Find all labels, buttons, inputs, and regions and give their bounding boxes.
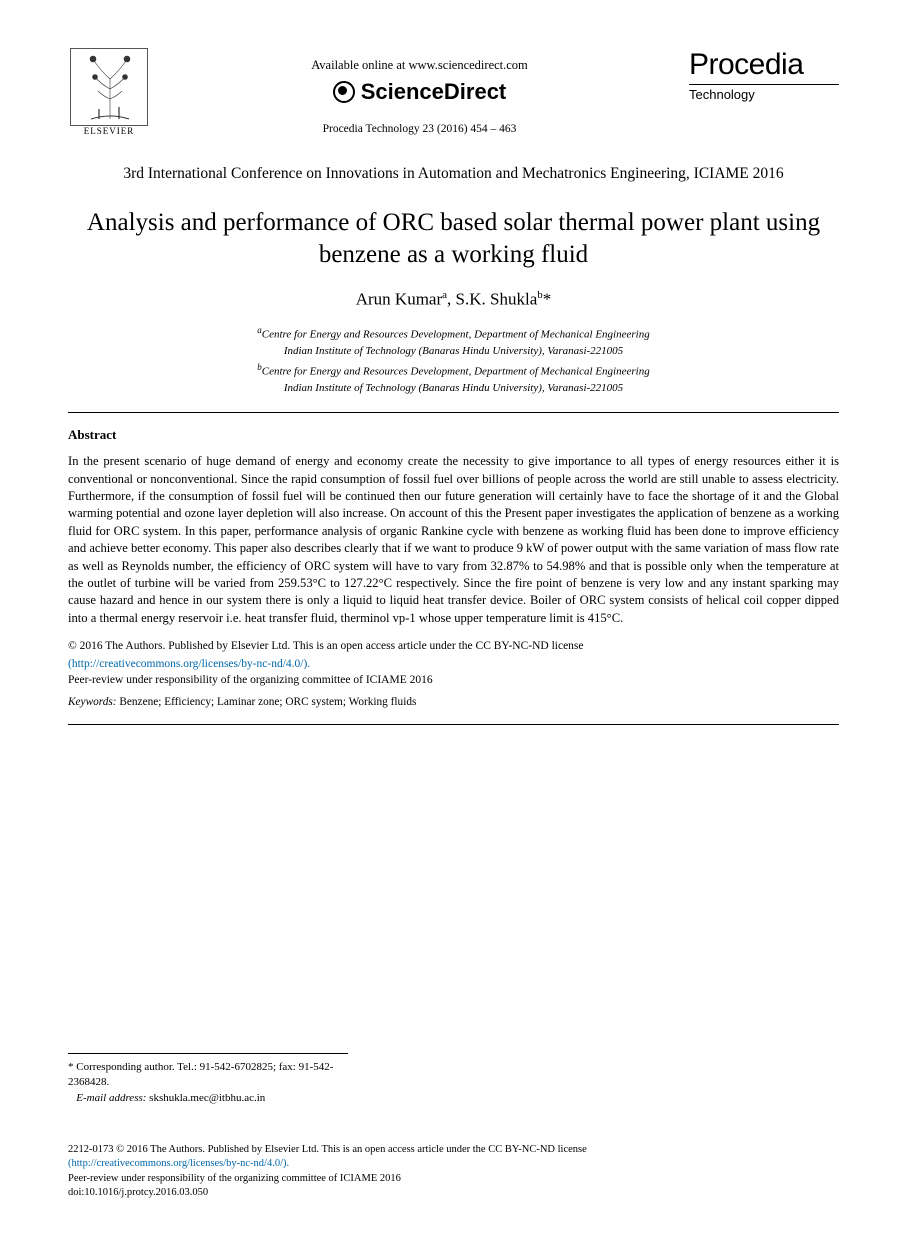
cc-link-line: (http://creativecommons.org/licenses/by-… (68, 657, 839, 673)
abstract-heading: Abstract (68, 427, 839, 443)
procedia-logo: Procedia Technology (689, 48, 839, 102)
abstract-body: In the present scenario of huge demand o… (68, 453, 839, 627)
corresponding-email: E-mail address: skshukla.mec@itbhu.ac.in (68, 1091, 348, 1106)
peer-review-line: Peer-review under responsibility of the … (68, 674, 839, 686)
sciencedirect-logo: ScienceDirect (150, 79, 689, 105)
email-value: skshukla.mec@itbhu.ac.in (146, 1092, 265, 1104)
sciencedirect-icon (333, 81, 355, 103)
keywords-label: Keywords: (68, 696, 117, 708)
rule-bottom (68, 724, 839, 725)
elsevier-tree-icon (70, 48, 148, 126)
procedia-main: Procedia (689, 48, 839, 85)
affiliation-b: bCentre for Energy and Resources Develop… (68, 361, 839, 380)
corresponding-line1: * Corresponding author. Tel.: 91-542-670… (68, 1060, 348, 1091)
corresponding-author-block: * Corresponding author. Tel.: 91-542-670… (68, 1053, 348, 1106)
footer-line1: 2212-0173 © 2016 The Authors. Published … (68, 1143, 839, 1157)
sciencedirect-text: ScienceDirect (361, 79, 507, 105)
available-online-line: Available online at www.sciencedirect.co… (150, 58, 689, 73)
center-header: Available online at www.sciencedirect.co… (150, 48, 689, 135)
copyright-line1: © 2016 The Authors. Published by Elsevie… (68, 639, 839, 655)
rule-top (68, 412, 839, 413)
email-label: E-mail address: (76, 1092, 146, 1104)
affiliation-a: aCentre for Energy and Resources Develop… (68, 324, 839, 343)
elsevier-label: ELSEVIER (84, 126, 135, 136)
procedia-sub: Technology (689, 87, 839, 102)
citation-line: Procedia Technology 23 (2016) 454 – 463 (150, 123, 689, 135)
author-1-name: Arun Kumar (356, 290, 442, 309)
elsevier-logo: ELSEVIER (68, 48, 150, 136)
author-sep: , (447, 290, 456, 309)
author-2-name: S.K. Shukla (456, 290, 538, 309)
keywords-line: Keywords: Benzene; Efficiency; Laminar z… (68, 696, 839, 708)
affil-a-line1: Centre for Energy and Resources Developm… (262, 328, 650, 340)
conference-line: 3rd International Conference on Innovati… (68, 164, 839, 185)
footer-block: 2212-0173 © 2016 The Authors. Published … (68, 1143, 839, 1200)
paper-title: Analysis and performance of ORC based so… (68, 207, 839, 271)
author-2-mark: * (543, 290, 552, 309)
cc-license-link[interactable]: (http://creativecommons.org/licenses/by-… (68, 658, 310, 670)
keywords-list: Benzene; Efficiency; Laminar zone; ORC s… (117, 696, 417, 708)
affil-b-line1: Centre for Energy and Resources Developm… (262, 366, 650, 378)
authors-line: Arun Kumara, S.K. Shuklab* (68, 289, 839, 310)
footer-peer: Peer-review under responsibility of the … (68, 1172, 839, 1186)
affiliation-a-line2: Indian Institute of Technology (Banaras … (68, 344, 839, 359)
footer-cc-link: (http://creativecommons.org/licenses/by-… (68, 1157, 839, 1171)
affiliation-b-line2: Indian Institute of Technology (Banaras … (68, 381, 839, 396)
footer-cc-license-link[interactable]: (http://creativecommons.org/licenses/by-… (68, 1158, 289, 1169)
footer-doi: doi:10.1016/j.protcy.2016.03.050 (68, 1186, 839, 1200)
header-row: ELSEVIER Available online at www.science… (68, 48, 839, 136)
